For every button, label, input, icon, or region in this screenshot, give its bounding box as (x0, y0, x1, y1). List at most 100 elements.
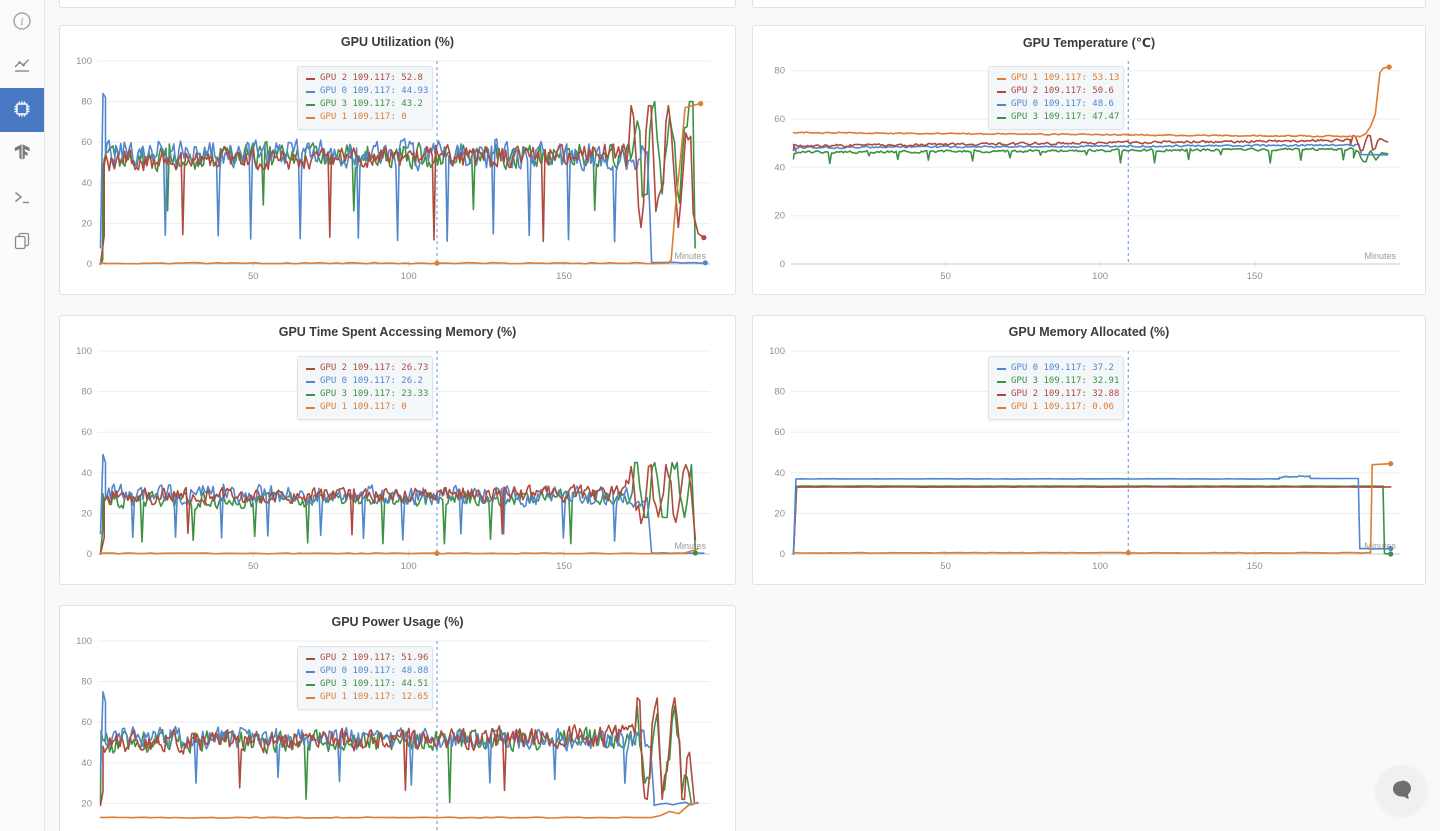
series-swatch (306, 657, 315, 660)
chart-plot-area[interactable]: 0 20 40 60 80 100 50 100 150 Minutes GPU 0 109.117… (753, 316, 1425, 584)
chart-title: GPU Utilization (%) (340, 35, 455, 49)
chart-title: GPU Time Spent Accessing Memory (%) (278, 325, 517, 339)
tooltip-row: GPU 3 109.117: 23.33 (306, 388, 428, 401)
tooltip-row: GPU 0 109.117: 48.6 (997, 98, 1115, 111)
series-swatch (997, 367, 1006, 370)
x-tick-label: 100 (1092, 561, 1108, 572)
sidebar-item-overview[interactable]: i (0, 0, 44, 44)
panel-gpu-power-usage: GPU Power Usage (%) 02040608010050100150… (59, 605, 736, 831)
y-tick-label: 60 (774, 427, 785, 438)
x-tick-label: 150 (556, 271, 572, 282)
y-tick-label: 80 (81, 387, 92, 398)
files-icon (11, 230, 33, 255)
series-swatch (997, 116, 1006, 119)
tooltip-row: GPU 2 109.117: 50.6 (997, 85, 1115, 98)
y-tick-label: 60 (81, 137, 92, 148)
series-line-gpu-3 (792, 147, 1389, 165)
chart-tooltip: GPU 1 109.117: 53.13 GPU 2 109.117: 50.6 G… (988, 66, 1124, 130)
series-swatch (306, 696, 315, 699)
series-line-gpu-0 (99, 453, 705, 555)
series-swatch (306, 393, 315, 396)
x-tick-label: 100 (401, 561, 417, 572)
sidebar-item-system[interactable] (0, 88, 44, 132)
chart-title: GPU Temperature (℃) (1022, 36, 1156, 50)
y-tick-label: 80 (774, 387, 785, 398)
y-tick-label: 40 (81, 178, 92, 189)
series-line-gpu-1 (99, 802, 697, 819)
point-marker (1388, 546, 1394, 552)
tooltip-row: GPU 0 109.117: 26.2 (306, 375, 424, 388)
tooltip-row: GPU 3 109.117: 32.91 (997, 375, 1119, 388)
series-swatch (306, 380, 315, 383)
tooltip-row: GPU 2 109.117: 51.96 (306, 652, 428, 665)
series-swatch (997, 406, 1006, 409)
tooltip-row: GPU 0 109.117: 44.93 (306, 85, 428, 98)
y-tick-label: 100 (76, 636, 92, 647)
tooltip-row: GPU 2 109.117: 32.88 (997, 388, 1119, 401)
series-line-gpu-1 (792, 66, 1390, 138)
series-line-gpu-1 (99, 102, 702, 265)
tensorflow-icon (11, 142, 33, 167)
sidebar-item-files[interactable] (0, 220, 44, 264)
panel-partial-top-left (59, 0, 736, 8)
point-marker (434, 260, 440, 266)
series-line-gpu-2 (99, 697, 696, 807)
chat-bubble-icon (1389, 776, 1415, 805)
y-tick-label: 40 (81, 468, 92, 479)
point-marker (1388, 461, 1394, 467)
run-page-sidebar: i (0, 0, 45, 831)
y-tick-label: 20 (81, 218, 92, 229)
tooltip-row: GPU 1 109.117: 12.65 (306, 691, 428, 704)
sidebar-item-logs[interactable] (0, 176, 44, 220)
point-marker (698, 101, 704, 107)
series-swatch (997, 393, 1006, 396)
chart-tooltip: GPU 2 109.117: 26.73 GPU 0 109.117: 26.2 G… (297, 356, 433, 420)
chat-launcher-button[interactable] (1377, 766, 1426, 815)
panel-gpu-temperature: GPU Temperature (℃) 0 20 40 60 80 50 100 150 Min… (752, 25, 1426, 295)
sidebar-item-model[interactable] (0, 132, 44, 176)
series-line-gpu-2 (792, 134, 1389, 152)
series-swatch (306, 116, 315, 119)
series-swatch (997, 103, 1006, 106)
y-tick-label: 40 (81, 758, 92, 769)
x-tick-label: 50 (940, 561, 951, 572)
tooltip-row: GPU 3 109.117: 47.47 (997, 111, 1119, 124)
point-marker (692, 550, 699, 556)
chart-title: GPU Memory Allocated (%) (1008, 325, 1170, 339)
y-tick-label: 0 (780, 549, 785, 560)
tooltip-row: GPU 0 109.117: 37.2 (997, 362, 1115, 375)
y-tick-label: 0 (780, 259, 785, 270)
y-tick-label: 20 (774, 508, 785, 519)
panel-gpu-memory-allocated: GPU Memory Allocated (%) 0 20 40 60 80 100 50 1… (752, 315, 1426, 585)
y-tick-label: 100 (769, 346, 785, 357)
point-marker (434, 550, 440, 556)
y-tick-label: 80 (774, 66, 785, 77)
y-tick-label: 20 (81, 798, 92, 809)
series-swatch (306, 406, 315, 409)
series-swatch (306, 670, 315, 673)
tooltip-row: GPU 1 109.117: 53.13 (997, 72, 1119, 85)
series-line-gpu-1 (99, 548, 699, 555)
y-tick-label: 60 (81, 717, 92, 728)
x-tick-label: 150 (1247, 271, 1263, 282)
y-tick-label: 100 (76, 346, 92, 357)
chart-plot-area[interactable]: 0 20 40 60 80 50 100 150 Minutes GPU 1 109.117: 5… (753, 26, 1425, 294)
series-swatch (306, 77, 315, 80)
tooltip-row: GPU 2 109.117: 26.73 (306, 362, 428, 375)
x-tick-label: 100 (401, 271, 417, 282)
point-marker (1386, 64, 1392, 70)
y-tick-label: 60 (81, 427, 92, 438)
series-line-gpu-0 (792, 143, 1389, 156)
series-line-gpu-3 (792, 485, 1392, 555)
series-line-gpu-0 (99, 691, 699, 807)
y-tick-label: 40 (774, 468, 785, 479)
sidebar-item-charts[interactable] (0, 44, 44, 88)
series-swatch (306, 103, 315, 106)
tooltip-row: GPU 1 109.117: 0 (306, 401, 424, 414)
tooltip-row: GPU 2 109.117: 52.8 (306, 72, 424, 85)
